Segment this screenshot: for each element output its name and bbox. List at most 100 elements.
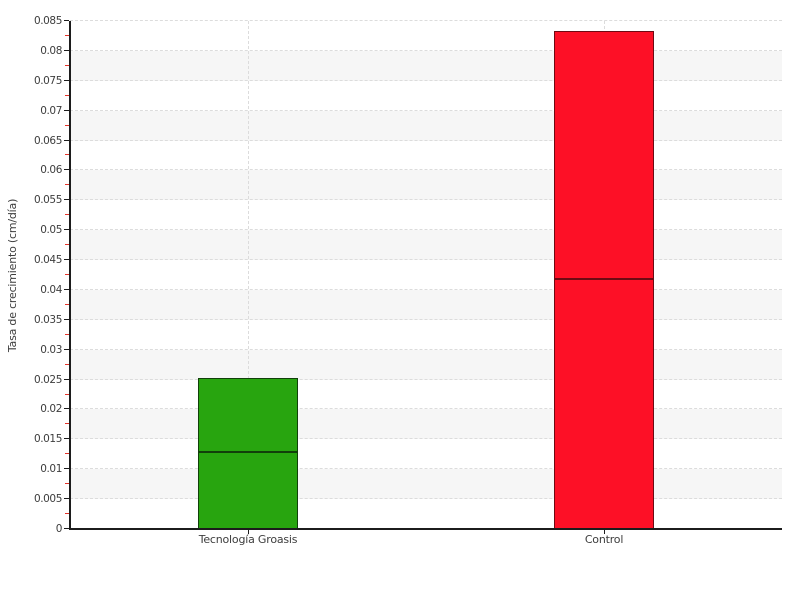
plot-band: [70, 319, 782, 350]
y-major-tick: [64, 139, 69, 141]
plot-band: [70, 80, 782, 111]
plot-band: [70, 439, 782, 470]
y-tick-label: 0.06: [40, 164, 62, 177]
y-major-tick: [64, 528, 69, 529]
y-minor-tick: [65, 393, 69, 395]
y-major-tick: [64, 229, 69, 231]
y-minor-tick: [65, 513, 69, 515]
y-tick-label: 0.035: [33, 313, 62, 326]
plot-band: [70, 289, 782, 320]
y-major-tick: [64, 408, 69, 410]
plot-band: [70, 21, 782, 51]
y-tick-label: 0.015: [33, 433, 62, 446]
plot-band: [70, 260, 782, 290]
y-minor-tick: [65, 423, 69, 425]
plot-band: [70, 379, 782, 410]
y-major-tick: [64, 468, 69, 470]
h-gridline: [70, 199, 782, 201]
x-axis-line: [69, 528, 782, 530]
plot-band: [70, 50, 782, 81]
y-major-tick: [64, 169, 69, 171]
y-tick-label: 0.02: [40, 403, 62, 416]
v-gridline: [248, 21, 249, 529]
y-tick-label: 0.055: [33, 194, 62, 207]
h-gridline: [70, 139, 782, 141]
y-major-tick: [64, 199, 69, 201]
h-gridline: [70, 20, 782, 21]
plot-band: [70, 349, 782, 380]
y-tick-label: 0.05: [40, 224, 62, 237]
plot-band: [70, 230, 782, 261]
y-minor-tick: [65, 274, 69, 275]
h-gridline: [70, 288, 782, 290]
y-major-tick: [64, 109, 69, 111]
plot-band: [70, 110, 782, 141]
y-major-tick: [64, 438, 69, 440]
h-gridline: [70, 318, 782, 320]
y-minor-tick: [65, 154, 69, 156]
y-axis-title-text: Tasa de crecimiento (cm/día): [6, 198, 20, 352]
y-tick-label: 0.005: [33, 493, 62, 506]
y-major-tick: [64, 79, 69, 81]
plot-band: [70, 200, 782, 231]
y-tick-label: 0.07: [40, 104, 62, 117]
bar-tecnologia-groasis: [198, 377, 298, 529]
y-minor-tick: [65, 94, 69, 96]
h-gridline: [70, 169, 782, 171]
y-major-tick: [64, 288, 69, 290]
y-tick-label: 0.075: [33, 74, 62, 87]
y-minor-tick: [65, 244, 69, 246]
plot-area: [64, 20, 782, 534]
y-tick-label: 0.01: [40, 463, 62, 476]
y-major-tick: [64, 318, 69, 320]
y-major-tick: [64, 498, 69, 500]
h-gridline: [70, 229, 782, 231]
h-gridline: [70, 259, 782, 261]
y-minor-tick: [65, 214, 69, 216]
y-tick-label: 0.045: [33, 254, 62, 267]
h-gridline: [70, 378, 782, 380]
y-major-tick: [64, 348, 69, 350]
y-minor-tick: [65, 333, 69, 335]
y-tick-label: 0.04: [40, 283, 62, 296]
bar-segment-divider: [198, 451, 298, 454]
y-major-tick: [64, 259, 69, 261]
y-axis-title: Tasa de crecimiento (cm/día): [4, 21, 22, 529]
h-gridline: [70, 408, 782, 410]
y-minor-tick: [65, 184, 69, 186]
h-gridline: [70, 49, 782, 51]
x-tick-label: Control: [584, 533, 624, 546]
y-minor-tick: [65, 303, 69, 305]
y-minor-tick: [65, 124, 69, 126]
y-minor-tick: [65, 64, 69, 66]
plot-band: [70, 170, 782, 201]
x-major-tick: [248, 530, 249, 534]
bar-control: [554, 31, 654, 529]
y-axis-line: [69, 21, 71, 529]
x-major-tick: [604, 530, 605, 534]
y-tick-label: 0.025: [33, 373, 62, 386]
y-tick-label: 0.065: [33, 134, 62, 147]
plot-band: [70, 469, 782, 500]
plot-band: [70, 499, 782, 529]
x-tick-label: Tecnología Groasis: [198, 533, 298, 546]
y-minor-tick: [65, 363, 69, 365]
h-gridline: [70, 109, 782, 111]
y-tick-label: 0.03: [40, 343, 62, 356]
y-minor-tick: [65, 34, 69, 36]
h-gridline: [70, 79, 782, 81]
y-tick-label: 0: [55, 523, 63, 535]
y-major-tick: [64, 49, 69, 51]
y-major-tick: [64, 20, 69, 21]
h-gridline: [70, 468, 782, 470]
y-major-tick: [64, 378, 69, 380]
y-tick-label: 0.08: [40, 44, 62, 57]
plot-band: [70, 140, 782, 171]
plot-band: [70, 409, 782, 440]
y-minor-tick: [65, 483, 69, 485]
h-gridline: [70, 438, 782, 440]
y-minor-tick: [65, 453, 69, 455]
h-gridline: [70, 348, 782, 350]
y-tick-label: 0.085: [33, 15, 62, 27]
